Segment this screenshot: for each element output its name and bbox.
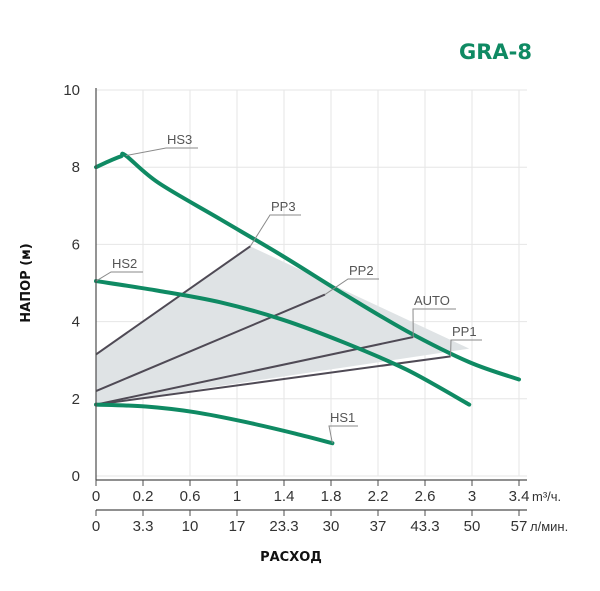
x-tick-label-lmin: 17 <box>229 518 246 535</box>
leader-pp3 <box>249 214 301 247</box>
line-pp2 <box>95 293 326 393</box>
y-tick-label: 6 <box>72 236 80 253</box>
x-tick-label-lmin: 50 <box>464 518 481 535</box>
x-tick-label-lmin: 57 <box>511 518 528 535</box>
operating-area-polygon <box>96 246 470 405</box>
x-tick-label-m3h: 2.2 <box>368 488 389 505</box>
curve-hs1 <box>94 402 335 446</box>
label-hs3: HS3 <box>167 132 192 147</box>
line-pp3 <box>95 245 251 356</box>
model-title: GRA-8 <box>459 40 532 64</box>
speed-curves <box>94 151 521 446</box>
label-auto: AUTO <box>414 293 450 308</box>
x-tick-label-m3h: 0.6 <box>180 488 201 505</box>
y-tick-label: 4 <box>72 314 80 331</box>
leader-auto <box>412 308 456 338</box>
x-tick-label-m3h: 0.2 <box>133 488 154 505</box>
y-tick-label: 0 <box>72 468 80 485</box>
operating-area <box>96 246 470 405</box>
x-tick-label-lmin: 3.3 <box>133 518 154 535</box>
x-tick-label-m3h: 1 <box>233 488 241 505</box>
x-tick-label-lmin: 43.3 <box>410 518 439 535</box>
curve-labels: HS3 HS2 HS1 PP3 PP2 AUTO PP1 <box>95 132 482 444</box>
x-tick-label-m3h: 0 <box>92 488 100 505</box>
curve-hs2 <box>94 279 472 407</box>
leader-hs3 <box>125 147 198 157</box>
x-unit-m3h: m³/ч. <box>532 489 561 504</box>
y-tick-label: 2 <box>72 391 80 408</box>
x-tick-label-lmin: 23.3 <box>269 518 298 535</box>
leader-hs2 <box>95 271 143 282</box>
axes: 0 2 4 6 8 10 0 0.2 0.6 1 1.4 1.8 2.2 2.6 3 3.4 m³/ч. 0 3.3… <box>63 82 568 535</box>
x-tick-label-lmin: 10 <box>182 518 199 535</box>
x-tick-label-lmin: 0 <box>92 518 100 535</box>
x-tick-label-m3h: 1.4 <box>274 488 295 505</box>
x-tick-label-m3h: 3.4 <box>509 488 530 505</box>
leader-pp1 <box>450 339 482 357</box>
leader-pp2 <box>324 278 379 295</box>
x-tick-label-m3h: 1.8 <box>321 488 342 505</box>
label-hs1: HS1 <box>330 410 355 425</box>
y-tick-label: 10 <box>63 82 80 99</box>
grid <box>96 89 527 477</box>
label-pp2: PP2 <box>349 263 374 278</box>
curve-hs3 <box>94 151 521 382</box>
x-tick-label-lmin: 37 <box>370 518 387 535</box>
x-tick-label-m3h: 3 <box>468 488 476 505</box>
x-unit-lmin: л/мин. <box>530 519 568 534</box>
x-tick-label-lmin: 30 <box>323 518 340 535</box>
label-pp3: PP3 <box>271 199 296 214</box>
leader-hs1 <box>328 425 358 444</box>
y-axis-title: НАПОР (м) <box>19 243 34 322</box>
x-axis-title: РАСХОД <box>260 550 322 565</box>
label-hs2: HS2 <box>112 256 137 271</box>
label-pp1: PP1 <box>452 324 477 339</box>
x-tick-label-m3h: 2.6 <box>415 488 436 505</box>
y-tick-label: 8 <box>72 159 80 176</box>
